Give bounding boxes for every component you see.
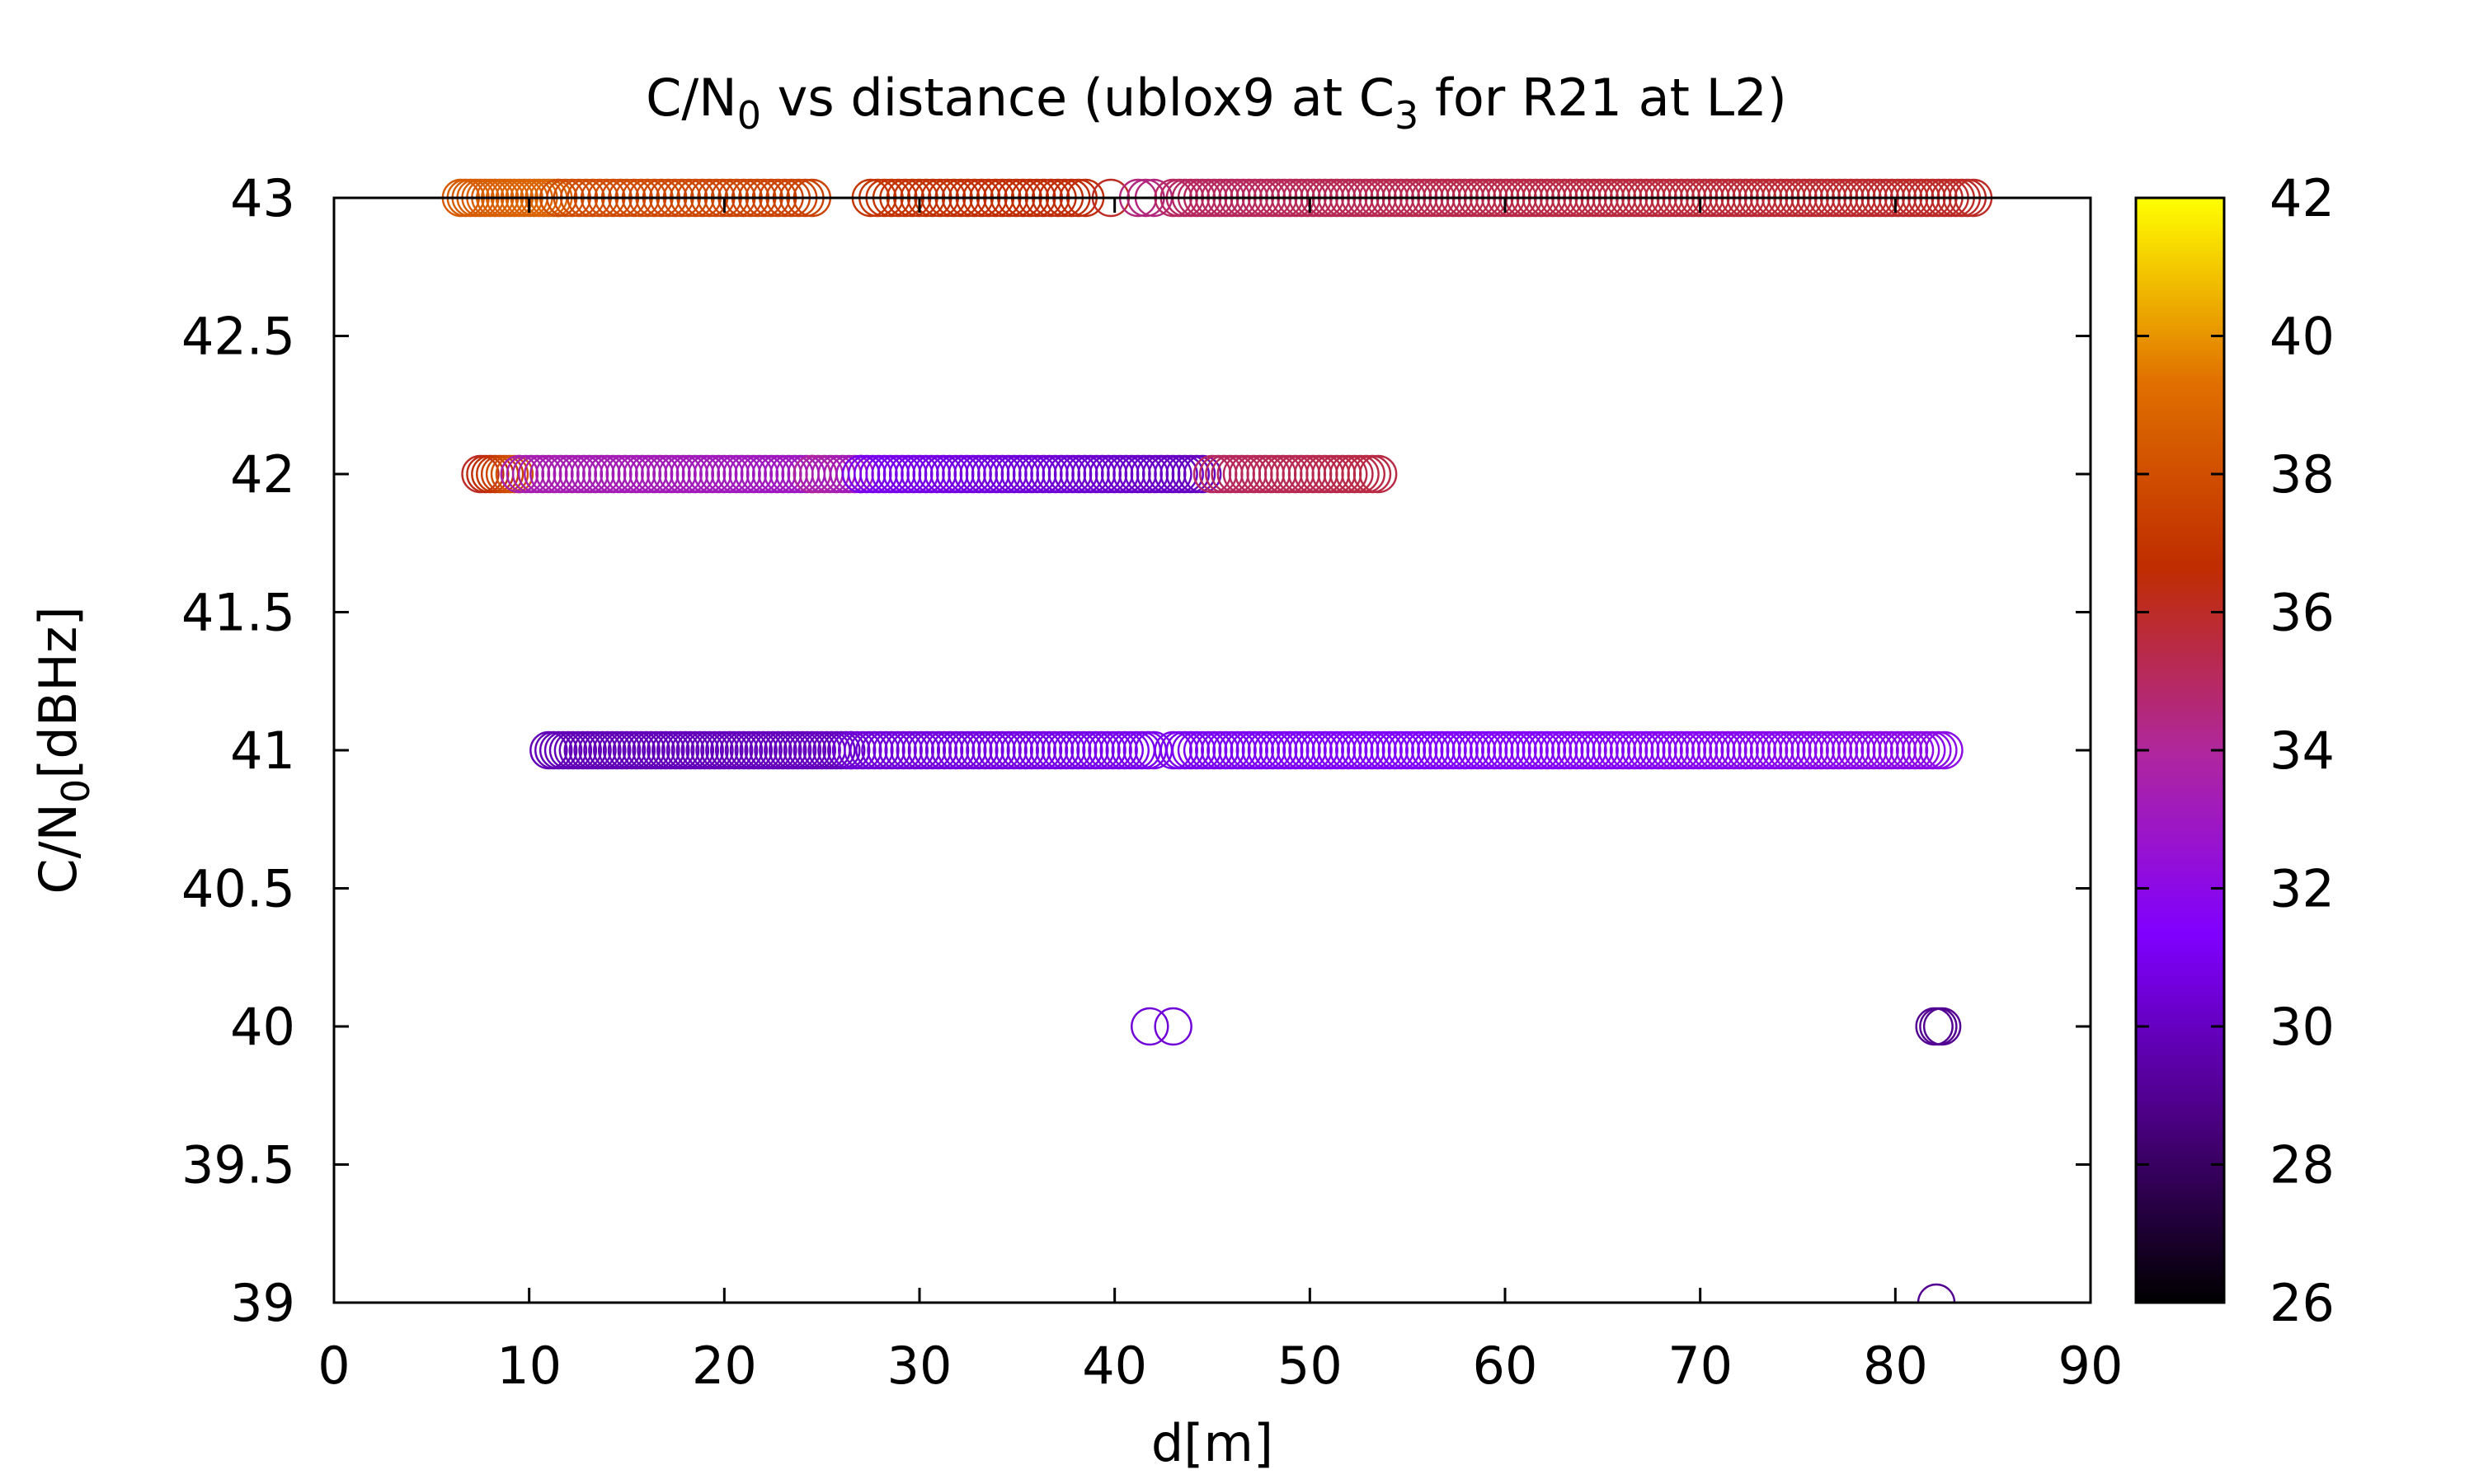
- y-tick-label: 42: [230, 444, 295, 505]
- data-point: [1154, 1007, 1192, 1046]
- x-tick-label: 90: [2058, 1336, 2124, 1396]
- colorbar-tick-label: 40: [2269, 307, 2335, 367]
- x-tick-label: 30: [887, 1336, 952, 1396]
- colorbar-tick-label: 34: [2269, 721, 2335, 781]
- y-tick-label: 42.5: [181, 307, 295, 367]
- data-point: [1917, 1283, 1956, 1303]
- colorbar-tick-label: 38: [2269, 444, 2335, 505]
- x-axis-label: d[m]: [1151, 1413, 1273, 1473]
- y-tick-label: 41.5: [181, 583, 295, 643]
- y-tick-label: 40.5: [181, 859, 295, 919]
- x-tick-label: 60: [1473, 1336, 1538, 1396]
- x-tick-label: 80: [1863, 1336, 1928, 1396]
- colorbar-tick-label: 32: [2269, 859, 2335, 919]
- colorbar-ticks: [2136, 196, 2224, 1304]
- y-axis-label: C/N0[dBHz]: [28, 606, 98, 894]
- data-point: [1922, 1007, 1962, 1046]
- y-tick-label: 41: [230, 721, 295, 781]
- data-point: [1358, 454, 1398, 494]
- data-point: [1131, 1007, 1169, 1046]
- y-tick-label: 43: [230, 168, 295, 228]
- title-subscript-1: 0: [737, 93, 761, 138]
- data-point: [1183, 454, 1222, 494]
- plot-ticks: [332, 196, 2092, 1304]
- title-part-1: C/N: [646, 68, 737, 128]
- colorbar-tick-label: 28: [2269, 1135, 2335, 1195]
- x-tick-label: 50: [1277, 1336, 1343, 1396]
- title-subscript-2: 3: [1395, 93, 1418, 138]
- colorbar-tick-label: 26: [2269, 1273, 2335, 1333]
- data-point: [1915, 1007, 1954, 1046]
- chart-title: C/N0 vs distance (ublox9 at C3 for R21 a…: [646, 68, 1787, 138]
- data-point: [1925, 730, 1964, 770]
- colorbar-tick-label: 36: [2269, 583, 2335, 643]
- colorbar-tick-label: 30: [2269, 997, 2335, 1057]
- y-tick-label: 40: [230, 997, 295, 1057]
- ylabel-part-1: C/N: [28, 803, 88, 895]
- colorbar: [2134, 196, 2226, 1304]
- ylabel-subscript: 0: [54, 779, 98, 803]
- y-tick-label: 39.5: [181, 1135, 295, 1195]
- x-tick-labels: 0 10 20 30 40 50 60 70 80 90: [317, 1336, 2123, 1396]
- x-tick-label: 40: [1082, 1336, 1147, 1396]
- colorbar-tick-labels: 26 28 30 32 34 36 38 40 42: [2269, 168, 2335, 1333]
- x-tick-label: 70: [1667, 1336, 1733, 1396]
- data-point: [1919, 1007, 1958, 1046]
- y-tick-labels: 39 39.5 40 40.5 41 41.5 42 42.5 43: [181, 168, 295, 1333]
- data-markers: [441, 178, 1993, 1303]
- x-tick-label: 0: [317, 1336, 350, 1396]
- y-tick-label: 39: [230, 1273, 295, 1333]
- title-part-3: for R21 at L2): [1418, 68, 1787, 128]
- title-part-2: vs distance (ublox9 at C: [761, 68, 1395, 128]
- colorbar-tick-label: 42: [2269, 168, 2335, 228]
- x-tick-label: 10: [496, 1336, 562, 1396]
- ylabel-part-2: [dBHz]: [28, 606, 88, 778]
- x-tick-label: 20: [692, 1336, 757, 1396]
